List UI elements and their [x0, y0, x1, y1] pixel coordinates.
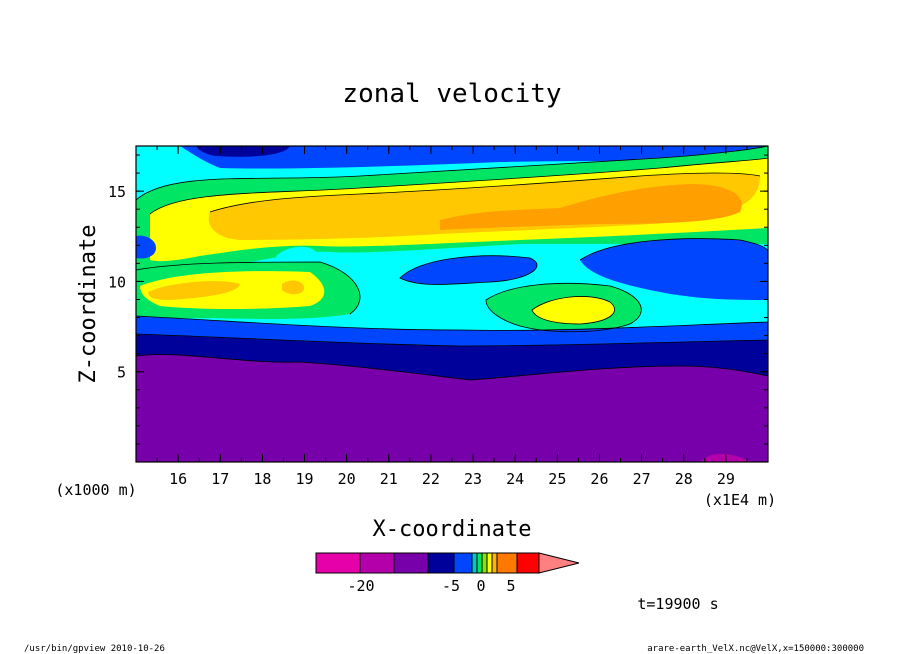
x-tick-label: 25 — [548, 470, 566, 488]
contour-region-cyan-gap — [276, 246, 319, 265]
colorbar-swatch — [486, 552, 493, 574]
footer-right: arare-earth_VelX.nc@VelX,x=150000:300000 — [647, 644, 864, 654]
colorbar-swatch — [476, 552, 483, 574]
x-axis-ticks: 16 17 18 19 20 21 22 23 24 25 26 27 28 29 — [135, 146, 769, 488]
x-tick-label: 24 — [506, 470, 524, 488]
x-tick-label: 28 — [675, 470, 693, 488]
chart-title: zonal velocity — [342, 79, 561, 109]
colorbar — [315, 552, 580, 574]
contour-region-top-navy — [196, 146, 290, 157]
x-tick-label: 20 — [338, 470, 356, 488]
y-axis-ticks: 5 10 15 — [108, 154, 768, 445]
x-tick-label: 27 — [633, 470, 651, 488]
colorbar-swatch — [496, 552, 518, 574]
colorbar-swatch — [315, 552, 361, 574]
colorbar-swatch — [393, 552, 429, 574]
colorbar-tick-label: 5 — [506, 577, 515, 595]
colorbar-tick-label: -20 — [347, 577, 374, 595]
colorbar-swatch — [471, 552, 478, 574]
contour-region-top-blue — [180, 146, 768, 169]
contour-region-blue-right — [580, 238, 768, 300]
x-tick-label: 26 — [590, 470, 608, 488]
y-axis-title: Z-coordinate — [76, 225, 101, 384]
y-tick-label: 5 — [117, 364, 126, 382]
x-tick-label: 19 — [296, 470, 314, 488]
x-tick-label: 21 — [380, 470, 398, 488]
colorbar-extend-arrow — [538, 552, 580, 574]
contour-region-orange — [440, 184, 742, 230]
y-tick-label: 15 — [108, 183, 126, 201]
x-unit-label: (x1E4 m) — [704, 491, 776, 509]
contour-region-yellow-lobe — [532, 296, 615, 324]
colorbar-swatch — [516, 552, 540, 574]
x-tick-label: 16 — [169, 470, 187, 488]
x-tick-label: 22 — [422, 470, 440, 488]
plot-area: 16 17 18 19 20 21 22 23 24 25 26 27 28 29 5 10 15 — [108, 145, 769, 488]
x-tick-label: 23 — [464, 470, 482, 488]
colorbar-tick-labels: -20 -5 0 5 — [347, 577, 515, 595]
x-axis-title: X-coordinate — [373, 517, 532, 542]
contour-region-blue-mid — [400, 255, 537, 285]
colorbar-swatch — [359, 552, 395, 574]
contour-region-left-blue — [136, 235, 156, 259]
colorbar-swatch — [491, 552, 498, 574]
footer-left: /usr/bin/gpview 2010-10-26 — [24, 644, 165, 654]
contour-region-orange-spot — [282, 280, 304, 295]
colorbar-swatch — [427, 552, 455, 574]
colorbar-tick-label: -5 — [442, 577, 460, 595]
contour-fills — [136, 146, 768, 462]
colorbar-swatch — [481, 552, 488, 574]
contour-region-orange-lower — [148, 281, 240, 300]
contour-region-purple — [136, 354, 768, 462]
y-tick-label: 10 — [108, 273, 126, 291]
x-tick-label: 18 — [253, 470, 271, 488]
x-tick-label: 17 — [211, 470, 229, 488]
colorbar-swatch — [453, 552, 473, 574]
y-unit-label: (x1000 m) — [55, 481, 136, 499]
time-annotation: t=19900 s — [637, 595, 718, 613]
colorbar-tick-label: 0 — [476, 577, 485, 595]
contour-lines — [136, 146, 768, 381]
x-tick-label: 29 — [717, 470, 735, 488]
